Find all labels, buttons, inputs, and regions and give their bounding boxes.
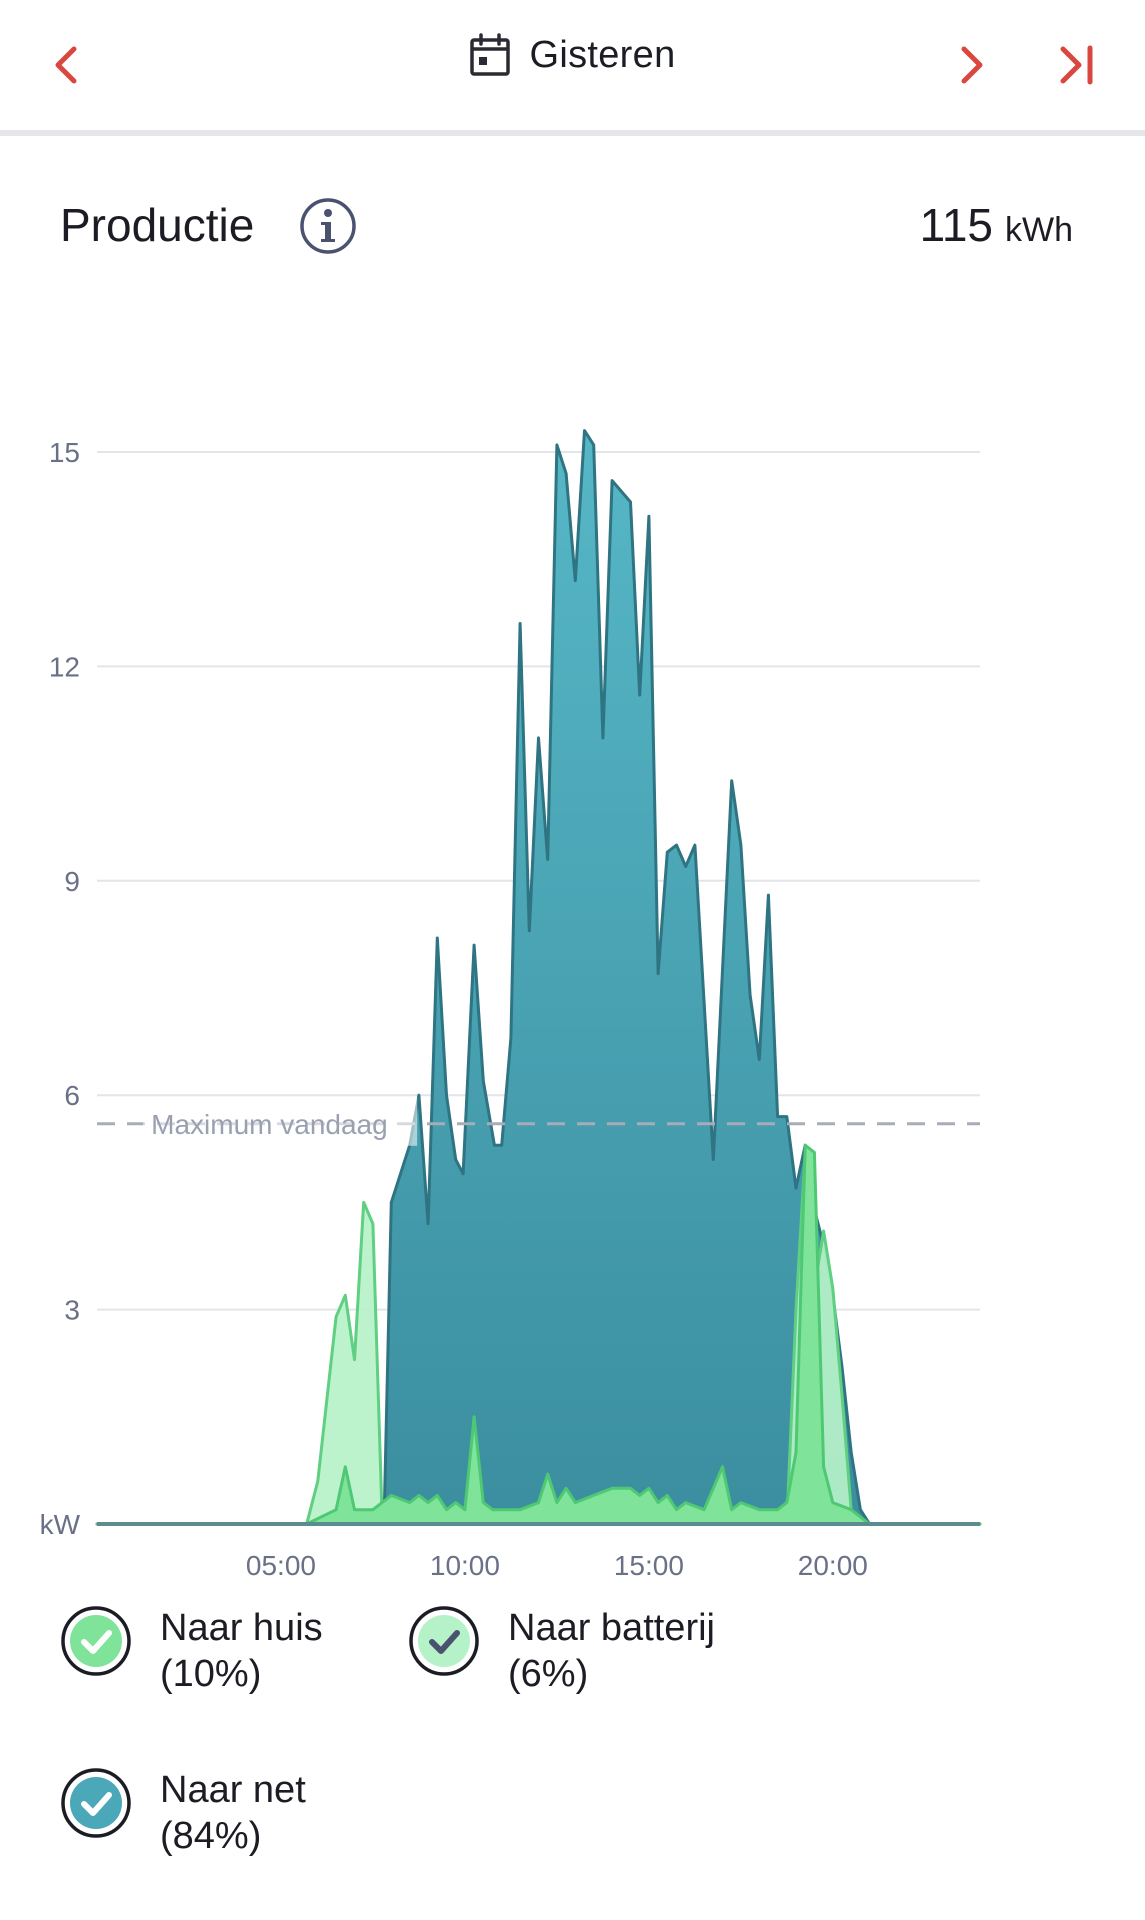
header-divider: [0, 130, 1145, 136]
x-tick-label: 15:00: [614, 1550, 684, 1581]
y-tick-label: 12: [49, 651, 80, 682]
calendar-icon: [470, 33, 511, 76]
legend-item-naar-huis[interactable]: Naar huis (10%): [60, 1605, 323, 1697]
production-chart: 15 12 9 6 3 kW Maximum vandaag 05:00 10:00 15:00 2…: [40, 429, 982, 1581]
chevron-right-icon: [961, 46, 983, 84]
date-label: Gisteren: [529, 33, 676, 76]
legend-item-naar-net[interactable]: Naar net (84%): [60, 1767, 306, 1859]
legend-percent: (10%): [160, 1653, 262, 1695]
x-tick-label: 10:00: [430, 1550, 500, 1581]
y-tick-label: 9: [64, 866, 80, 897]
checkmark-icon: [409, 1606, 479, 1676]
legend-percent: (84%): [160, 1815, 262, 1857]
x-tick-label: 05:00: [246, 1550, 316, 1581]
chevron-left-icon: [55, 46, 77, 84]
legend-label: Naar batterij: [508, 1607, 715, 1649]
series-net-area: [95, 429, 982, 1526]
legend-label: Naar net: [160, 1769, 306, 1811]
y-axis-label: kW: [40, 1509, 81, 1540]
total-unit: kWh: [1005, 211, 1073, 249]
date-selector[interactable]: Gisteren: [0, 30, 1145, 80]
total-value: 115: [919, 199, 993, 251]
y-tick-label: 3: [64, 1295, 80, 1326]
previous-day-button[interactable]: [30, 30, 100, 100]
y-tick-label: 15: [49, 437, 80, 468]
x-tick-label: 20:00: [798, 1550, 868, 1581]
checkmark-icon: [61, 1606, 131, 1676]
checkmark-icon: [61, 1768, 131, 1838]
section-title: Productie: [60, 199, 255, 251]
total-production: 115 kWh: [920, 198, 1073, 252]
latest-day-button[interactable]: [1042, 30, 1112, 100]
legend-label: Naar huis: [160, 1607, 323, 1649]
legend-item-naar-batterij[interactable]: Naar batterij (6%): [408, 1605, 715, 1697]
skip-to-end-icon: [1060, 45, 1093, 85]
legend-percent: (6%): [508, 1653, 589, 1695]
info-icon: [300, 198, 356, 254]
series-huis-area: [95, 1143, 982, 1526]
top-bar: Gisteren: [0, 0, 1145, 130]
y-tick-label: 6: [64, 1080, 80, 1111]
next-day-button[interactable]: [938, 30, 1008, 100]
info-button[interactable]: [298, 196, 358, 256]
reference-line-label: Maximum vandaag: [151, 1109, 388, 1140]
reference-label-background: [143, 1097, 418, 1146]
